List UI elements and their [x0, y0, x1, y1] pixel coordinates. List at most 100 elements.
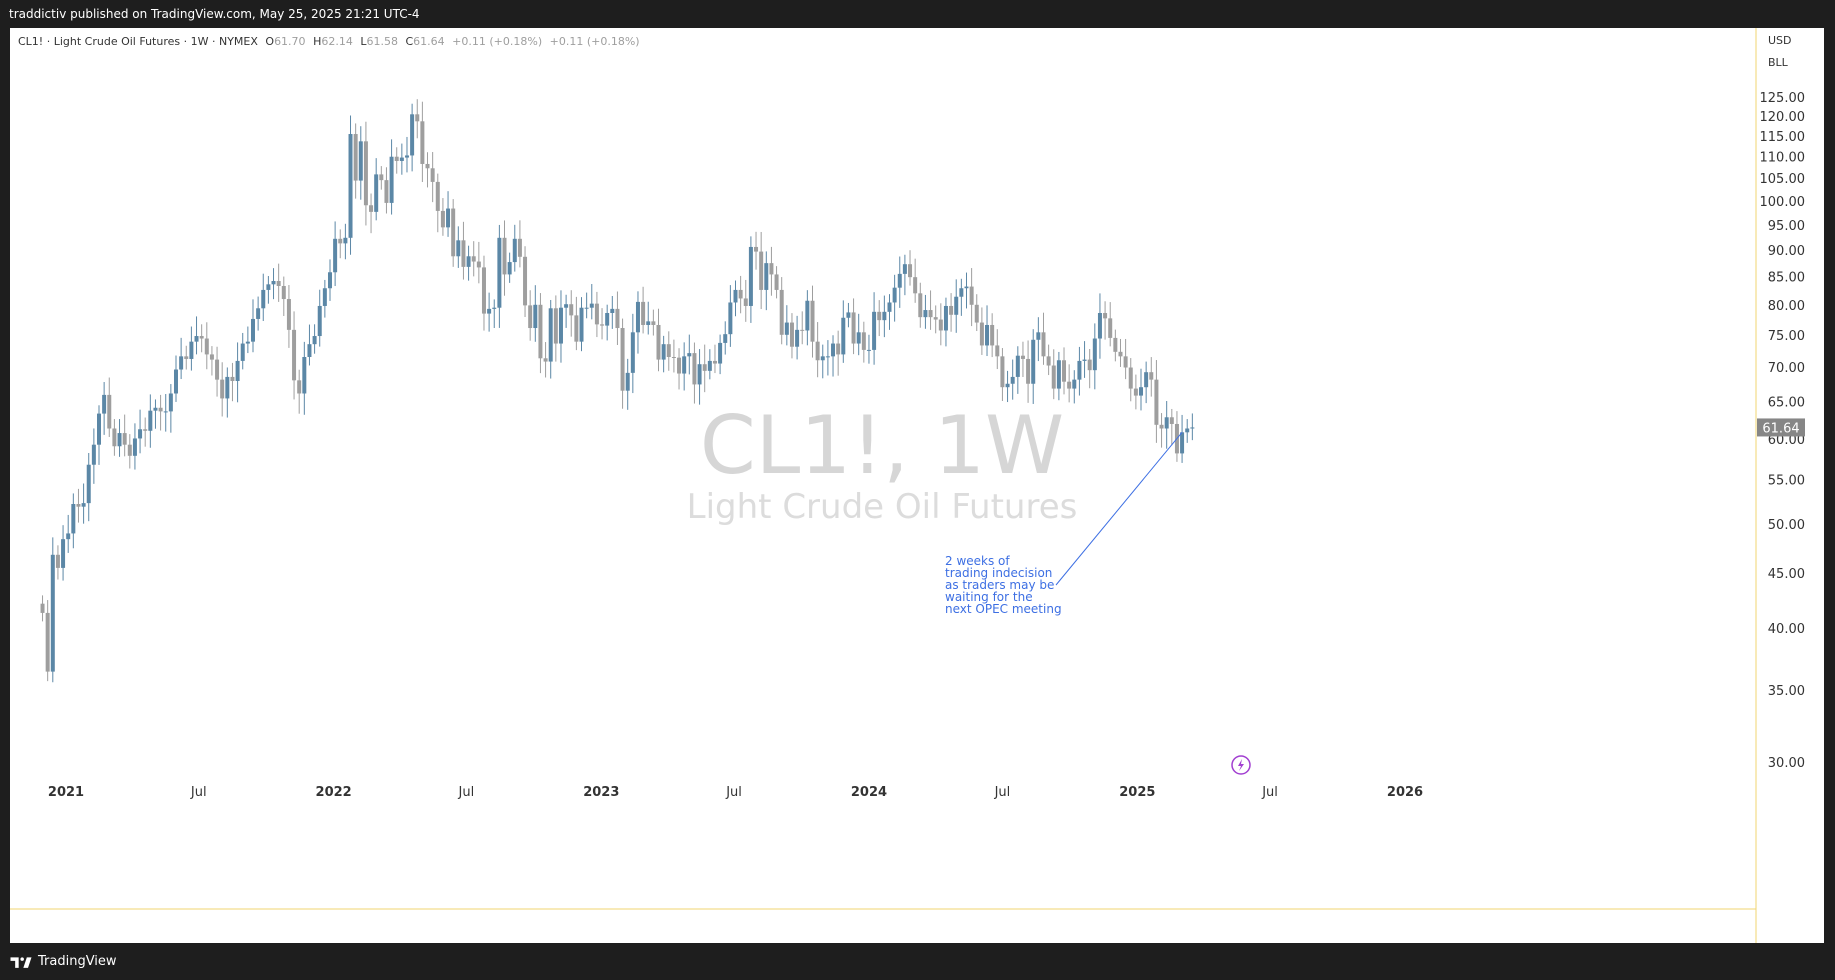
candle-body: [369, 205, 374, 212]
price-tick-label: 95.00: [1768, 219, 1805, 234]
candle-body: [820, 356, 825, 361]
legend-c-value: 61.64: [413, 35, 445, 48]
candle-body: [404, 155, 409, 158]
candle-body: [40, 603, 45, 613]
annotation-line-5: next OPEC meeting: [945, 602, 1062, 616]
price-tick-label: 105.00: [1760, 172, 1806, 187]
chart-canvas[interactable]: CL1!, 1W Light Crude Oil Futures CL1! · …: [10, 28, 1824, 943]
candle-body: [841, 317, 846, 355]
candle-body: [276, 281, 281, 287]
candle-body: [728, 302, 733, 335]
candle-body: [1123, 356, 1128, 368]
annotation-line[interactable]: [1055, 431, 1183, 586]
candle-body: [256, 308, 261, 319]
candle-body: [1000, 356, 1005, 388]
candle-body: [1051, 365, 1056, 389]
candle-body: [322, 288, 327, 306]
candle-body: [738, 289, 743, 299]
candle-body: [769, 263, 774, 275]
symbol-legend[interactable]: CL1! · Light Crude Oil Futures · 1W · NY…: [18, 35, 640, 48]
candle-body: [1026, 358, 1031, 384]
candle-body: [692, 353, 697, 385]
candle-body: [1185, 428, 1190, 433]
candle-body: [1144, 372, 1149, 388]
candle-body: [55, 554, 60, 568]
candle-body: [286, 299, 291, 330]
price-tick-label: 45.00: [1768, 567, 1805, 582]
annotation[interactable]: 2 weeks of trading indecision as traders…: [945, 431, 1183, 616]
legend-l-label: L: [360, 35, 367, 48]
candle-body: [435, 181, 440, 211]
unit-label[interactable]: BLL: [1768, 56, 1789, 69]
candle-body: [1005, 383, 1010, 388]
candle-body: [584, 307, 589, 309]
candle-body: [954, 296, 959, 315]
time-tick-label: 2025: [1119, 785, 1155, 800]
candle-body: [389, 156, 394, 203]
candle-body: [569, 304, 574, 316]
candle-body: [148, 410, 153, 431]
time-axis[interactable]: 2021 Jul 2022 Jul 2023 Jul 2024 Jul 2025 Jul 2026: [48, 785, 1423, 800]
candle-body: [517, 238, 522, 257]
candle-body: [630, 332, 635, 373]
candle-body: [204, 338, 209, 355]
candle-body: [856, 332, 861, 344]
tradingview-brand[interactable]: TradingView: [10, 943, 117, 980]
price-tick-label: 90.00: [1768, 244, 1805, 259]
candle-body: [471, 256, 476, 262]
lightning-icon[interactable]: [1231, 755, 1251, 775]
candle-body: [605, 313, 610, 326]
candle-body: [1113, 337, 1118, 352]
candle-body: [271, 281, 276, 285]
candle-body: [969, 286, 974, 305]
candle-body: [1164, 417, 1169, 429]
candle-body: [215, 359, 220, 380]
time-tick-label: 2022: [316, 785, 352, 800]
candle-body: [733, 289, 738, 303]
candle-body: [1072, 379, 1077, 389]
price-tick-label: 55.00: [1768, 474, 1805, 489]
candle-body: [481, 267, 486, 314]
candle-body: [261, 289, 266, 309]
candle-body: [194, 336, 199, 342]
candle-body: [866, 349, 871, 351]
candle-body: [759, 251, 764, 290]
time-tick-label: Jul: [725, 785, 742, 800]
candle-body: [353, 134, 358, 181]
candle-body: [974, 304, 979, 323]
currency-label[interactable]: USD: [1768, 34, 1792, 47]
price-axis[interactable]: 30.00 35.00 40.00 45.00 50.00 55.00 60.00 65.00…: [1760, 91, 1806, 771]
candle-body: [1036, 332, 1041, 340]
candle-body: [456, 240, 461, 257]
candle-body: [594, 303, 599, 325]
candle-body: [872, 311, 877, 350]
candle-body: [528, 305, 533, 329]
candle-body: [682, 356, 687, 374]
chart-frame[interactable]: CL1!, 1W Light Crude Oil Futures CL1! · …: [10, 28, 1824, 943]
candle-body: [995, 345, 1000, 357]
candle-body: [1087, 359, 1092, 371]
annotation-line-3: as traders may be: [945, 578, 1054, 592]
candle-body: [897, 273, 902, 288]
svg-text:CL1! · Light Crude Oil Futures: CL1! · Light Crude Oil Futures · 1W · NY…: [18, 35, 640, 48]
candle-body: [461, 240, 466, 267]
candle-body: [302, 356, 307, 394]
candle-body: [553, 308, 558, 344]
candle-body: [199, 336, 204, 339]
candle-body: [892, 287, 897, 303]
candle-body: [1180, 432, 1185, 454]
candle-body: [923, 310, 928, 318]
candle-body: [1108, 318, 1113, 338]
candle-body: [209, 354, 214, 360]
candle-body: [451, 208, 456, 257]
candle-body: [81, 503, 86, 507]
candle-body: [487, 308, 492, 314]
candle-body: [440, 210, 445, 228]
annotation-text[interactable]: 2 weeks of trading indecision as traders…: [945, 554, 1062, 616]
candle-body: [887, 302, 892, 312]
annotation-line-4: waiting for the: [945, 590, 1033, 604]
candle-body: [492, 307, 497, 309]
price-tick-label: 70.00: [1768, 361, 1805, 376]
time-tick-label: 2026: [1387, 785, 1423, 800]
candle-body: [938, 319, 943, 331]
